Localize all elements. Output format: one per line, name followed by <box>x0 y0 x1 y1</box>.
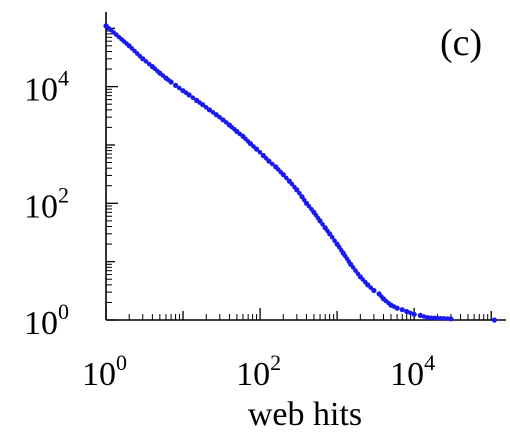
x-tick-label: 104 <box>390 350 435 393</box>
data-point <box>251 144 256 149</box>
data-point <box>137 53 143 59</box>
data-point <box>491 317 497 323</box>
data-point <box>442 316 447 321</box>
data-point <box>353 268 358 273</box>
data-point <box>408 310 413 316</box>
data-point <box>411 311 417 317</box>
data-point <box>278 169 284 175</box>
data-point <box>217 115 222 120</box>
data-point <box>297 191 302 196</box>
data-point <box>124 41 129 46</box>
data-point <box>177 85 182 91</box>
data-point <box>213 112 219 118</box>
data-point <box>417 312 423 318</box>
x-axis-title: web hits <box>248 396 362 433</box>
data-point <box>355 271 361 277</box>
data-point <box>173 82 179 88</box>
data-point <box>371 287 377 294</box>
data-point <box>301 197 307 203</box>
data-point <box>309 207 314 212</box>
data-point <box>445 316 450 321</box>
data-point <box>146 61 152 67</box>
data-point <box>350 265 356 270</box>
data-point <box>206 107 212 113</box>
x-tick-label: 102 <box>236 350 281 393</box>
data-point <box>183 90 189 96</box>
data-points <box>103 23 497 323</box>
panel-label: (c) <box>440 22 482 64</box>
data-point <box>325 228 330 234</box>
data-point <box>438 316 444 321</box>
data-point <box>329 234 335 240</box>
data-point <box>143 59 149 64</box>
y-tick-label: 100 <box>24 299 69 342</box>
data-point <box>421 314 427 319</box>
axis-ticks <box>105 27 492 321</box>
data-point <box>203 105 209 110</box>
data-point <box>223 120 229 125</box>
data-point <box>190 95 196 100</box>
data-point <box>237 131 243 137</box>
data-point <box>257 150 263 155</box>
data-point <box>332 238 337 243</box>
data-point <box>399 307 405 313</box>
data-point <box>425 315 431 321</box>
data-point <box>363 279 368 285</box>
data-point <box>292 184 297 190</box>
data-point <box>346 259 352 264</box>
data-point <box>270 161 275 167</box>
y-tick-label: 104 <box>24 66 69 109</box>
data-point <box>245 139 251 144</box>
data-point <box>386 300 391 306</box>
data-point <box>220 117 226 123</box>
data-point <box>404 308 410 315</box>
data-point <box>155 68 160 74</box>
data-point <box>379 294 384 299</box>
data-point <box>432 315 437 321</box>
data-point <box>284 175 289 181</box>
y-tick-label: 102 <box>24 182 69 225</box>
x-tick-label: 100 <box>82 350 127 393</box>
data-point <box>320 222 325 227</box>
data-point <box>315 215 321 221</box>
data-point <box>197 100 202 105</box>
data-point <box>435 315 441 321</box>
data-point <box>368 285 374 291</box>
data-point <box>338 247 344 253</box>
data-point <box>391 304 397 309</box>
data-point <box>428 315 434 321</box>
data-point <box>210 110 216 115</box>
data-point <box>160 73 166 78</box>
data-point <box>263 156 269 161</box>
data-point <box>232 127 237 132</box>
tick-labels: 100 102 104 100 102 104 <box>24 66 435 393</box>
data-point <box>166 77 171 83</box>
